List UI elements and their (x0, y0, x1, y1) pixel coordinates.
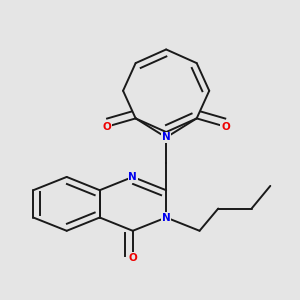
Text: N: N (128, 172, 137, 182)
Text: N: N (162, 212, 170, 223)
Text: O: O (128, 253, 137, 263)
Text: N: N (162, 132, 170, 142)
Text: O: O (221, 122, 230, 132)
Text: O: O (103, 122, 111, 132)
